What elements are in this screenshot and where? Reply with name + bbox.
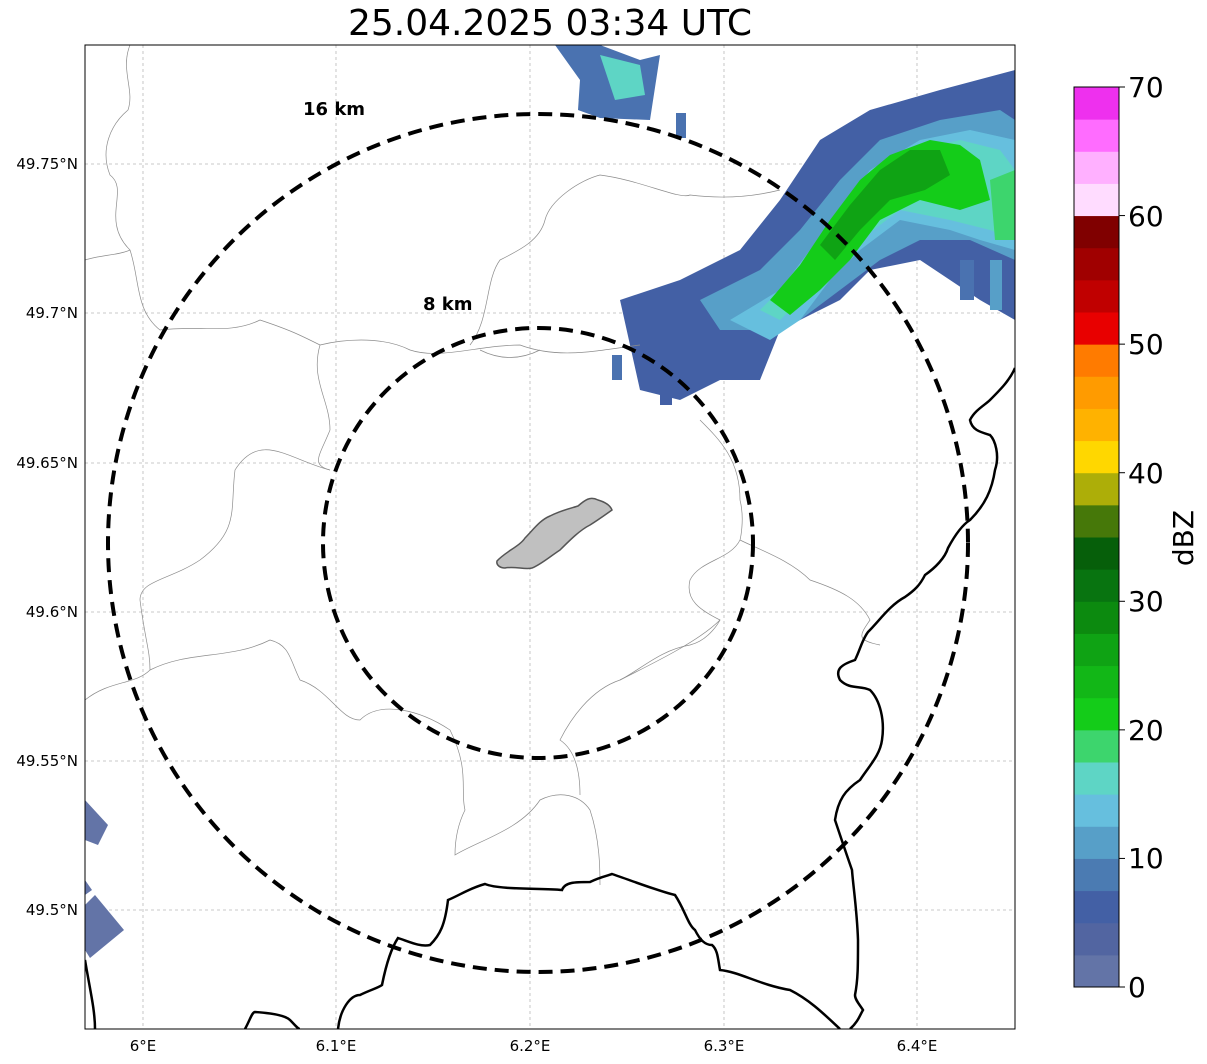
colorbar-segment <box>1074 697 1119 731</box>
colorbar-segment <box>1074 537 1119 570</box>
colorbar-segment <box>1074 472 1119 506</box>
map-title: 25.04.2025 03:34 UTC <box>347 3 753 44</box>
ring-label-8km: 8 km <box>423 294 473 315</box>
colorbar-tick-label: 60 <box>1128 200 1164 233</box>
lon-tick-label: 6°E <box>130 1037 157 1055</box>
colorbar-segment <box>1074 119 1119 152</box>
colorbar-segment <box>1074 922 1119 956</box>
colorbar-segment <box>1074 312 1119 345</box>
lat-tick-label: 49.6°N <box>26 603 78 621</box>
lon-tick-label: 6.1°E <box>316 1037 357 1055</box>
lat-tick-label: 49.55°N <box>16 752 78 770</box>
colorbar-segment <box>1074 794 1119 827</box>
colorbar-segment <box>1074 729 1119 763</box>
lat-tick-label: 49.7°N <box>26 304 78 322</box>
colorbar-tick-label: 30 <box>1128 585 1164 618</box>
lon-tick-label: 6.3°E <box>704 1037 745 1055</box>
colorbar-tick-label: 10 <box>1128 842 1164 875</box>
lat-tick-label: 49.65°N <box>16 454 78 472</box>
colorbar-segment <box>1074 440 1119 474</box>
colorbar-segment <box>1074 890 1119 924</box>
colorbar-tick-label: 50 <box>1128 328 1164 361</box>
colorbar-segment <box>1074 762 1119 795</box>
radar-echo-northeast <box>555 45 1015 405</box>
colorbar-segment <box>1074 279 1119 313</box>
colorbar-tick-label: 20 <box>1128 714 1164 747</box>
city-outline <box>496 497 613 570</box>
colorbar-tick-label: 70 <box>1128 71 1164 104</box>
map-border <box>84 44 1016 1030</box>
colorbar-segment <box>1074 247 1119 281</box>
colorbar-ticks: 70 60 50 40 30 20 10 0 <box>1119 71 1164 1004</box>
colorbar-segment <box>1074 633 1119 667</box>
ring-label-16km: 16 km <box>303 99 365 120</box>
colorbar <box>1074 87 1119 988</box>
colorbar-segment <box>1074 569 1119 602</box>
lon-tick-label: 6.4°E <box>897 1037 938 1055</box>
lon-tick-label: 6.2°E <box>510 1037 551 1055</box>
colorbar-segment <box>1074 215 1119 249</box>
colorbar-segment <box>1074 183 1119 217</box>
lat-tick-label: 49.75°N <box>16 155 78 173</box>
country-borders <box>85 367 1015 1029</box>
radar-echo-southwest <box>85 800 124 958</box>
colorbar-frame <box>1073 86 1120 988</box>
colorbar-segment <box>1074 601 1119 634</box>
colorbar-label: dBZ <box>1167 510 1200 566</box>
colorbar-segment <box>1074 665 1119 699</box>
colorbar-segment <box>1074 344 1119 377</box>
colorbar-segment <box>1074 87 1119 120</box>
colorbar-segment <box>1074 151 1119 184</box>
colorbar-segment <box>1074 858 1119 892</box>
range-ring-16km <box>106 112 970 974</box>
colorbar-segment <box>1074 504 1119 538</box>
colorbar-segment <box>1074 954 1119 988</box>
colorbar-segment <box>1074 376 1119 409</box>
admin-boundaries <box>85 45 881 886</box>
lat-tick-label: 49.5°N <box>26 901 78 919</box>
colorbar-segment <box>1074 826 1119 859</box>
range-ring-8km <box>321 326 755 760</box>
colorbar-tick-label: 0 <box>1128 971 1146 1004</box>
colorbar-segment <box>1074 408 1119 442</box>
colorbar-tick-label: 40 <box>1128 457 1164 490</box>
